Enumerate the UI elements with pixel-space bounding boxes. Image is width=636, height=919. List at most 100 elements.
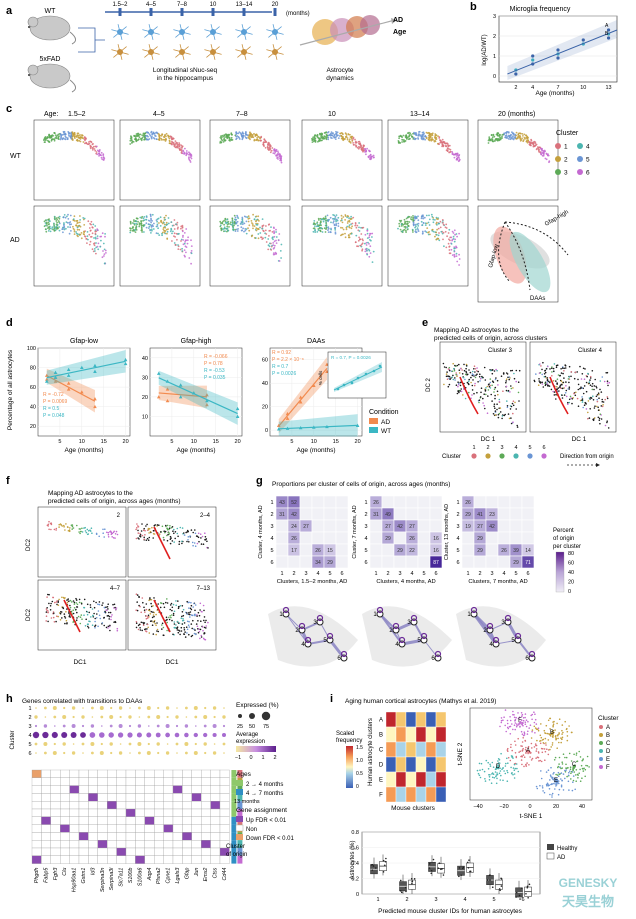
assignment-cell — [116, 840, 127, 849]
legend-dot — [555, 156, 561, 162]
age-header: 4–5 — [153, 111, 165, 118]
cell-point — [176, 221, 179, 224]
cell-point — [556, 388, 558, 390]
cell-point — [354, 222, 357, 224]
heatmap-cell — [275, 543, 289, 557]
cell-point — [361, 238, 364, 241]
cell-point — [440, 230, 443, 233]
cell-point — [76, 524, 78, 527]
cell-point — [146, 617, 149, 619]
cell-point — [54, 601, 56, 604]
cell-point — [342, 216, 345, 218]
cell-point — [97, 242, 100, 245]
assignment-cell — [125, 801, 136, 810]
cell-point — [81, 134, 84, 137]
heatmap-cell — [521, 507, 535, 521]
cell-point — [114, 608, 117, 611]
cell-point — [69, 604, 71, 607]
heatmap-cell — [395, 726, 407, 743]
cell-point — [420, 220, 423, 223]
cell-point — [402, 140, 405, 143]
heatmap-cell — [417, 507, 431, 521]
cell-point — [458, 363, 460, 366]
cell-point — [263, 138, 266, 141]
expression-dot — [71, 706, 76, 710]
cell-point — [319, 230, 322, 233]
tsne-point — [554, 729, 556, 731]
cell-point — [595, 395, 598, 398]
cell-point — [45, 615, 48, 617]
expression-dot — [71, 751, 76, 755]
cell-point — [202, 543, 205, 545]
cell-point — [56, 600, 58, 602]
cell-point — [46, 609, 48, 612]
cell-point — [273, 148, 275, 151]
heatmap-cell — [311, 507, 325, 521]
cell-point — [360, 233, 363, 235]
cell-point — [193, 542, 196, 544]
cell-point — [69, 136, 72, 139]
cell-point — [107, 625, 110, 628]
cell-point — [601, 400, 604, 403]
cell-point — [194, 529, 196, 531]
row-tick: 3 — [364, 524, 367, 530]
chart-title: Genes correlated with transitions to DAA… — [22, 698, 143, 705]
cell-point — [358, 145, 360, 148]
cell-point — [98, 601, 101, 603]
y-tick-label: 1 — [493, 54, 496, 60]
cell-point — [471, 394, 473, 396]
assignment-cell — [97, 855, 108, 864]
cell-point — [259, 232, 262, 234]
cell-point — [129, 229, 132, 232]
cell-point — [83, 138, 86, 141]
panel-e: e Mapping AD astrocytes to the predicted… — [422, 317, 617, 467]
cell-point — [567, 403, 569, 406]
cell-point — [173, 219, 176, 221]
tsne-point — [544, 737, 547, 740]
cell-point — [86, 611, 89, 613]
assignment-cell — [125, 785, 136, 794]
x-tick-label: 10 — [311, 439, 317, 445]
astrocyte-body — [210, 49, 216, 55]
cell-point — [278, 155, 281, 158]
cell-point — [410, 134, 412, 136]
cell-point — [277, 156, 279, 159]
cell-point — [47, 223, 50, 226]
cell-point — [453, 367, 455, 370]
cell-point — [471, 389, 474, 391]
cell-point — [150, 137, 153, 140]
cell-point — [200, 620, 202, 622]
cell-point — [265, 233, 268, 235]
assignment-cell — [78, 801, 89, 810]
cell-point — [268, 235, 270, 237]
expression-dot — [110, 751, 113, 755]
cell-point — [84, 142, 86, 145]
expression-dot — [223, 752, 225, 754]
row-tick: 2 — [456, 512, 459, 518]
cell-point — [570, 371, 573, 373]
cell-point — [51, 600, 54, 603]
cell-point — [184, 239, 187, 242]
gene-label: Hsp90aa1 — [72, 868, 78, 893]
cell-point — [257, 237, 260, 240]
cell-point — [148, 532, 150, 534]
tsne-point — [522, 737, 524, 739]
cell-point — [181, 145, 184, 148]
dc-frame — [37, 506, 127, 578]
cell-point — [273, 230, 275, 233]
cell-point — [568, 398, 571, 401]
stat-label: R = 0.92 — [272, 350, 291, 356]
cell-point — [445, 375, 448, 378]
assignment-cell — [50, 777, 61, 786]
cell-point — [369, 232, 371, 235]
cell-point — [139, 534, 142, 536]
cell-point — [491, 369, 494, 371]
cell-point — [104, 249, 107, 252]
cell-point — [597, 392, 600, 395]
cell-point — [182, 243, 185, 246]
cell-point — [510, 422, 513, 425]
expression-dot — [118, 751, 123, 755]
cell-point — [456, 157, 459, 160]
cell-point — [401, 136, 403, 139]
cell-point — [79, 233, 82, 236]
